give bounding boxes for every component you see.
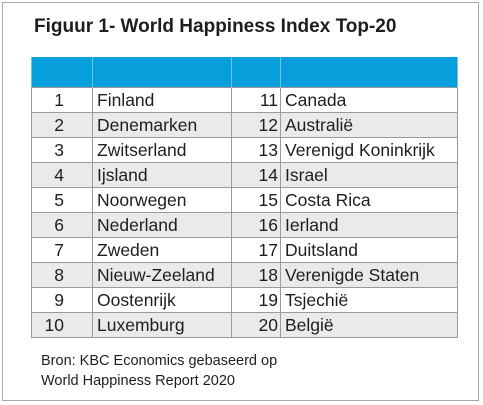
country-cell: Luxemburg	[92, 312, 232, 338]
rank-cell: 13	[231, 137, 281, 163]
rank-cell: 7	[31, 237, 93, 263]
country-cell: Denemarken	[92, 112, 232, 138]
country-cell: Verenigd Koninkrijk	[280, 137, 458, 163]
rank-cell: 1	[31, 87, 93, 113]
table-row: 1 Finland 11 Canada	[31, 87, 458, 113]
ranking-table-wrapper: 1 Finland 11 Canada 2 Denemarken 12 Aust…	[31, 57, 458, 338]
rank-cell: 5	[31, 187, 93, 213]
country-cell: Ierland	[280, 212, 458, 238]
rank-cell: 19	[231, 287, 281, 313]
header-cell-country-a	[92, 57, 232, 88]
table-row: 8 Nieuw-Zeeland 18 Verenigde Staten	[31, 262, 458, 288]
country-cell: Noorwegen	[92, 187, 232, 213]
figure-frame: Figuur 1- World Happiness Index Top-20 1…	[2, 2, 479, 401]
rank-cell: 16	[231, 212, 281, 238]
country-cell: Finland	[92, 87, 232, 113]
header-cell-rank-b	[231, 57, 281, 88]
table-body: 1 Finland 11 Canada 2 Denemarken 12 Aust…	[31, 87, 458, 338]
rank-cell: 17	[231, 237, 281, 263]
table-row: 6 Nederland 16 Ierland	[31, 212, 458, 238]
source-line-1: Bron: KBC Economics gebaseerd op	[41, 353, 278, 369]
rank-cell: 18	[231, 262, 281, 288]
rank-cell: 4	[31, 162, 93, 188]
table-row: 4 Ijsland 14 Israel	[31, 162, 458, 188]
table-row: 9 Oostenrijk 19 Tsjechië	[31, 287, 458, 313]
country-cell: Verenigde Staten	[280, 262, 458, 288]
country-cell: Nieuw-Zeeland	[92, 262, 232, 288]
rank-cell: 15	[231, 187, 281, 213]
country-cell: Oostenrijk	[92, 287, 232, 313]
rank-cell: 9	[31, 287, 93, 313]
country-cell: Zweden	[92, 237, 232, 263]
country-cell: Costa Rica	[280, 187, 458, 213]
country-cell: Australië	[280, 112, 458, 138]
country-cell: Tsjechië	[280, 287, 458, 313]
rank-cell: 8	[31, 262, 93, 288]
rank-cell: 6	[31, 212, 93, 238]
rank-cell: 10	[31, 312, 93, 338]
rank-cell: 2	[31, 112, 93, 138]
ranking-table: 1 Finland 11 Canada 2 Denemarken 12 Aust…	[31, 57, 458, 338]
header-cell-country-b	[280, 57, 458, 88]
table-header-row	[31, 57, 458, 88]
table-row: 5 Noorwegen 15 Costa Rica	[31, 187, 458, 213]
country-cell: België	[280, 312, 458, 338]
country-cell: Zwitserland	[92, 137, 232, 163]
rank-cell: 11	[231, 87, 281, 113]
table-header	[31, 57, 458, 88]
country-cell: Canada	[280, 87, 458, 113]
country-cell: Duitsland	[280, 237, 458, 263]
source-note: Bron: KBC Economics gebaseerd op World H…	[41, 351, 277, 391]
table-row: 2 Denemarken 12 Australië	[31, 112, 458, 138]
source-line-2: World Happiness Report 2020	[41, 373, 235, 389]
rank-cell: 14	[231, 162, 281, 188]
country-cell: Israel	[280, 162, 458, 188]
rank-cell: 12	[231, 112, 281, 138]
rank-cell: 20	[231, 312, 281, 338]
country-cell: Ijsland	[92, 162, 232, 188]
table-row: 3 Zwitserland 13 Verenigd Koninkrijk	[31, 137, 458, 163]
header-cell-rank-a	[31, 57, 93, 88]
table-row: 7 Zweden 17 Duitsland	[31, 237, 458, 263]
rank-cell: 3	[31, 137, 93, 163]
country-cell: Nederland	[92, 212, 232, 238]
figure-title: Figuur 1- World Happiness Index Top-20	[34, 16, 397, 37]
table-row: 10 Luxemburg 20 België	[31, 312, 458, 338]
